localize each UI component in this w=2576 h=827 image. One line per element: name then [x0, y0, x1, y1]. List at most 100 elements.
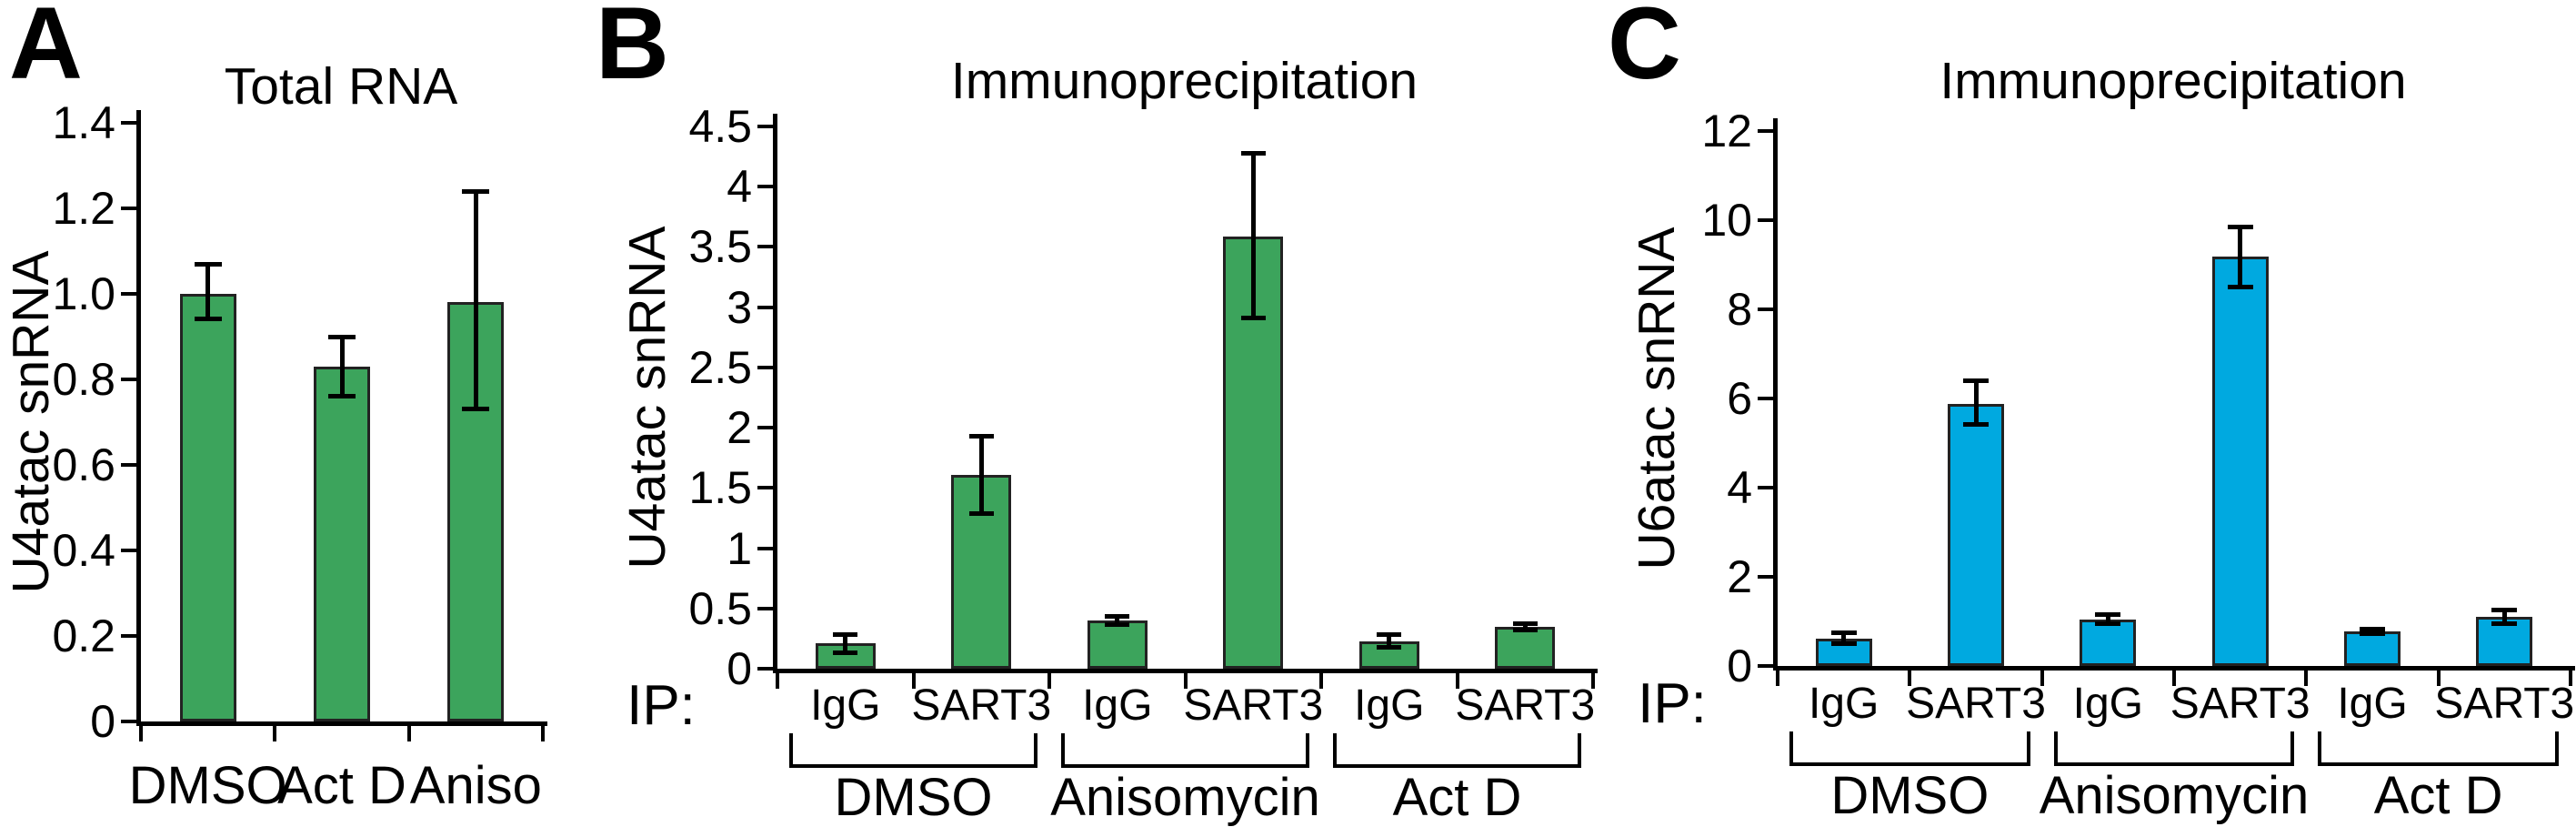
x-category-label: IgG	[2337, 680, 2408, 728]
x-category-label: SART3	[2434, 680, 2575, 728]
group-bracket	[1333, 733, 1581, 768]
y-tick-mark	[121, 463, 141, 467]
x-tick-mark	[1183, 669, 1188, 689]
y-tick-mark	[121, 634, 141, 638]
bar	[1948, 403, 2004, 666]
x-tick-mark	[1776, 666, 1779, 686]
group-bracket	[2053, 731, 2295, 766]
y-tick-mark	[757, 185, 777, 189]
x-tick-mark	[541, 721, 545, 741]
error-bar-cap	[968, 434, 994, 439]
error-bar-cap	[1377, 645, 1402, 651]
bar	[2344, 630, 2401, 666]
error-bar-cap	[328, 335, 356, 339]
group-label: Anisomycin	[1050, 768, 1320, 827]
error-bar-line	[2501, 609, 2507, 625]
y-tick-label: 1.4	[52, 97, 115, 148]
bar	[314, 366, 370, 721]
y-tick-label: 2	[727, 402, 752, 454]
y-tick-label: 1	[727, 522, 752, 574]
y-tick-label: 4	[1727, 462, 1752, 513]
error-bar-cap	[968, 511, 994, 517]
group-label: DMSO	[1830, 766, 1990, 825]
x-tick-mark	[1319, 669, 1323, 689]
error-bar-cap	[462, 189, 490, 195]
y-tick-mark	[121, 121, 141, 125]
y-tick-mark	[1758, 129, 1778, 133]
group-label: Act D	[2373, 766, 2503, 825]
error-bar-line	[1115, 615, 1120, 626]
y-tick-mark	[757, 305, 777, 309]
x-category-label: SART3	[1183, 681, 1324, 730]
y-axis-line	[1773, 118, 1778, 671]
error-bar-line	[339, 337, 345, 397]
error-bar-cap	[194, 317, 222, 322]
error-bar-cap	[2360, 630, 2385, 636]
y-tick-mark	[121, 720, 141, 723]
group-label: Anisomycin	[2039, 766, 2310, 825]
y-tick-label: 12	[1701, 106, 1752, 156]
error-bar-cap	[2227, 284, 2253, 289]
y-tick-label: 0.6	[52, 439, 115, 490]
error-bar-cap	[328, 393, 356, 398]
error-bar-cap	[1240, 315, 1266, 320]
x-tick-mark	[2436, 666, 2441, 686]
error-bar-line	[978, 436, 984, 515]
error-bar-line	[2105, 613, 2110, 625]
bar	[1495, 626, 1556, 669]
bar	[2211, 257, 2269, 666]
y-tick-mark	[1758, 664, 1778, 668]
y-tick-label: 1.5	[688, 462, 752, 514]
y-tick-label: 0	[90, 696, 115, 747]
panel-a-letter: A	[9, 0, 83, 100]
error-bar-cap	[194, 262, 222, 267]
group-bracket	[789, 733, 1037, 768]
y-tick-mark	[757, 125, 777, 128]
x-tick-mark	[1047, 669, 1051, 689]
y-tick-label: 8	[1727, 284, 1752, 335]
error-bar-line	[1387, 633, 1392, 649]
group-bracket	[2318, 731, 2559, 766]
x-tick-mark	[1908, 666, 1912, 686]
y-tick-mark	[757, 365, 777, 369]
error-bar-line	[473, 191, 478, 409]
bar	[1087, 620, 1148, 669]
x-axis-line	[1773, 666, 2575, 671]
group-label: Act D	[1392, 768, 1522, 827]
x-tick-mark	[1455, 669, 1459, 689]
x-tick-mark	[911, 669, 916, 689]
error-bar-cap	[2491, 621, 2518, 627]
y-tick-label: 3	[727, 281, 752, 333]
x-tick-mark	[1591, 669, 1595, 689]
y-tick-mark	[757, 426, 777, 430]
error-bar-cap	[1512, 620, 1538, 626]
y-tick-mark	[121, 292, 141, 296]
y-tick-label: 0	[1727, 640, 1752, 691]
error-bar-line	[2238, 227, 2243, 287]
x-tick-mark	[776, 669, 779, 689]
error-bar-cap	[1963, 378, 1989, 384]
y-axis-line	[136, 110, 141, 726]
x-tick-mark	[406, 721, 411, 741]
y-tick-label: 0.2	[52, 610, 115, 661]
error-bar-cap	[1377, 631, 1402, 637]
y-tick-mark	[1758, 397, 1778, 400]
error-bar-cap	[2227, 225, 2253, 230]
x-tick-mark	[139, 721, 143, 741]
group-bracket	[1789, 731, 2030, 766]
error-bar-cap	[1830, 641, 1857, 647]
x-tick-mark	[2569, 666, 2572, 686]
error-bar-cap	[833, 631, 858, 637]
panel-b-title: Immunoprecipitation	[950, 52, 1418, 110]
x-tick-mark	[2304, 666, 2309, 686]
x-category-label: SART3	[2170, 680, 2310, 728]
x-category-label: SART3	[1455, 681, 1596, 730]
y-tick-mark	[757, 667, 777, 671]
error-bar-line	[1841, 631, 1847, 645]
panel-a-title: Total RNA	[224, 57, 458, 116]
x-category-label: IgG	[1354, 681, 1425, 730]
error-bar-line	[1250, 153, 1256, 318]
error-bar-cap	[1105, 613, 1130, 619]
x-axis-line	[136, 721, 547, 726]
error-bar-cap	[2360, 626, 2385, 631]
